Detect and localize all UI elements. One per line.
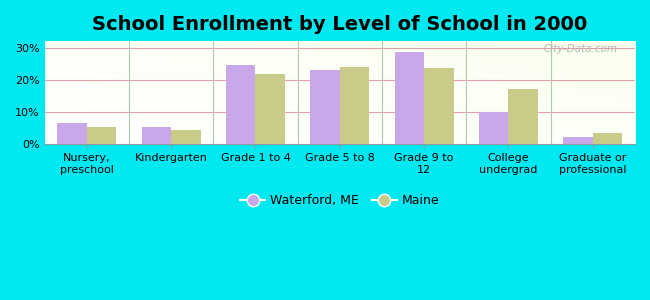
Bar [171,130,201,144]
Legend: Waterford, ME, Maine: Waterford, ME, Maine [235,189,444,212]
Bar [340,67,369,144]
Bar [87,127,116,144]
Bar [310,70,340,144]
Bar [142,127,171,144]
Bar [508,89,538,144]
Bar [479,112,508,144]
Bar [255,74,285,144]
Bar [593,133,622,144]
Bar [226,65,255,144]
Bar [57,123,87,144]
Title: School Enrollment by Level of School in 2000: School Enrollment by Level of School in … [92,15,588,34]
Bar [564,137,593,144]
Bar [395,52,424,144]
Text: City-Data.com: City-Data.com [543,44,618,54]
Bar [424,68,454,144]
